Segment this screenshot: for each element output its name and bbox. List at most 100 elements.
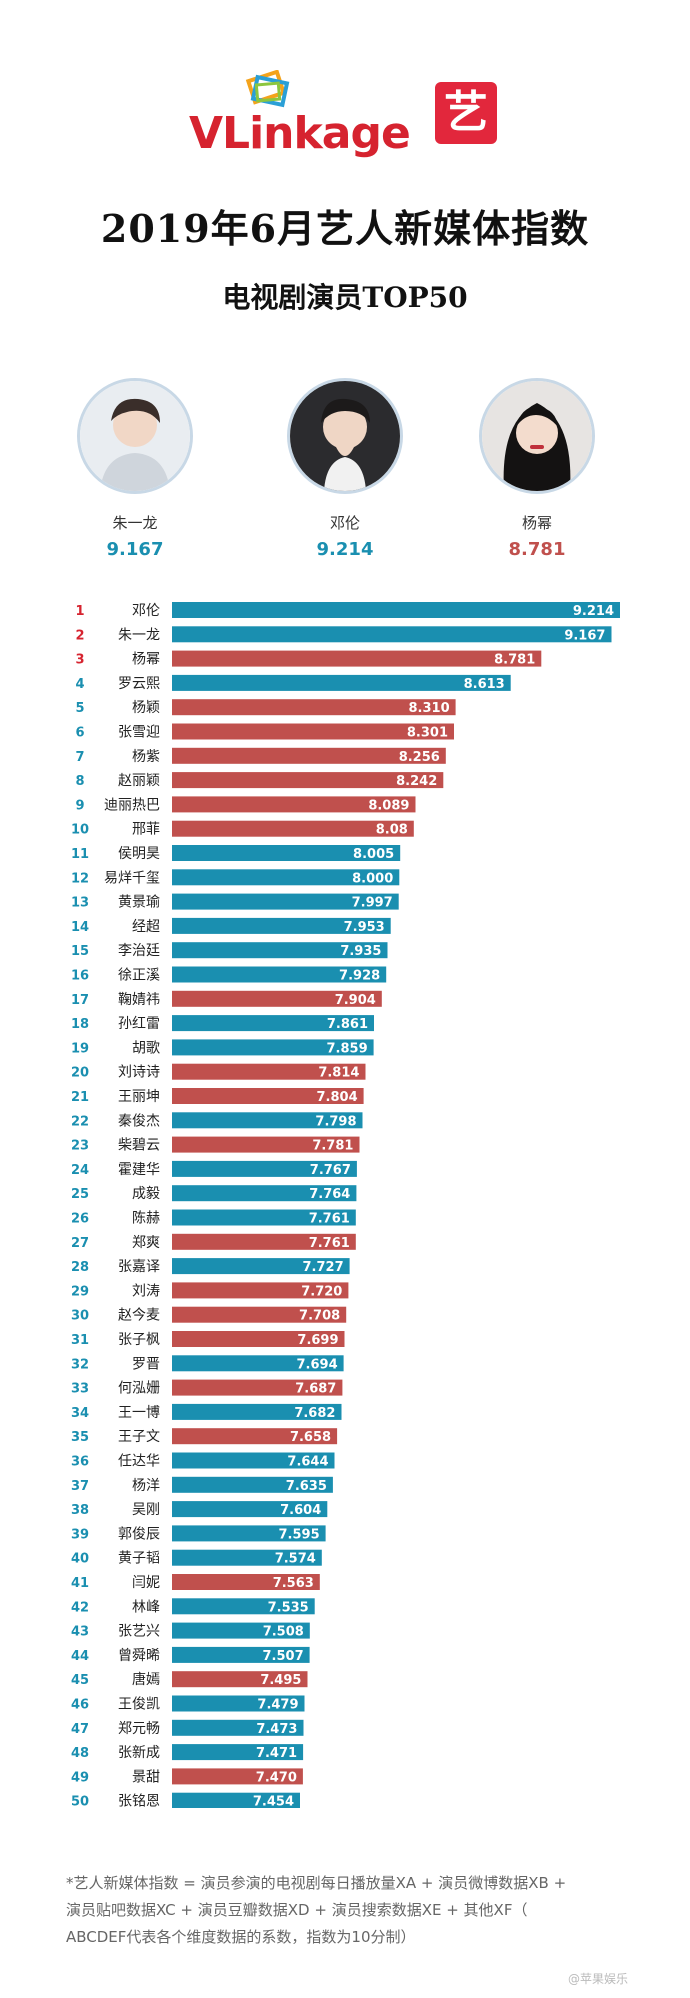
rank-label: 26 [71, 1212, 89, 1227]
value-label: 8.242 [396, 774, 437, 789]
rank-label: 34 [71, 1406, 89, 1421]
category-label: 唐嫣 [132, 1671, 160, 1688]
bar [172, 1355, 344, 1372]
value-label: 7.727 [303, 1260, 344, 1275]
bar [172, 1646, 310, 1663]
bar [172, 1428, 338, 1445]
podium-score: 9.214 [316, 539, 374, 560]
value-label: 7.471 [256, 1746, 297, 1761]
rank-label: 14 [71, 920, 89, 935]
category-label: 胡歌 [132, 1040, 160, 1056]
watermark: @苹果娱乐 [568, 1972, 629, 1986]
value-label: 7.761 [309, 1212, 350, 1227]
rank-label: 13 [71, 896, 89, 911]
category-label: 杨颖 [132, 700, 160, 716]
category-label: 赵今麦 [118, 1308, 160, 1324]
bar [172, 1719, 304, 1736]
bar [172, 1525, 326, 1542]
category-label: 经超 [132, 919, 160, 935]
value-label: 7.635 [286, 1479, 327, 1494]
value-label: 7.454 [253, 1795, 294, 1808]
value-label: 7.694 [297, 1357, 338, 1372]
rank-label: 4 [75, 677, 84, 692]
bar [172, 1039, 374, 1056]
portrait-icon [80, 381, 190, 491]
rank-label: 15 [71, 944, 89, 959]
bar [172, 1258, 350, 1275]
rank-label: 47 [71, 1722, 89, 1737]
rank-label: 18 [71, 1017, 89, 1032]
bar [172, 845, 401, 861]
footnote-line: *艺人新媒体指数 = 演员参演的电视剧每日播放量XA + 演员微博数据XB + [66, 1874, 567, 1892]
value-label: 7.814 [318, 1066, 359, 1081]
category-label: 朱一龙 [118, 627, 160, 643]
bar [172, 1233, 356, 1250]
rank-label: 5 [75, 701, 84, 716]
avatar [287, 378, 403, 494]
category-label: 柴碧云 [118, 1138, 160, 1154]
category-label: 杨幂 [132, 652, 160, 668]
portrait-icon [482, 381, 592, 491]
bar [172, 1403, 342, 1420]
bar [172, 674, 511, 691]
portrait-icon [290, 381, 400, 491]
rank-label: 24 [71, 1163, 89, 1178]
value-label: 9.167 [564, 628, 605, 643]
value-label: 7.997 [352, 896, 393, 911]
category-label: 张新成 [118, 1745, 160, 1761]
category-label: 黄景瑜 [118, 894, 160, 911]
category-label: 张子枫 [118, 1332, 160, 1348]
bar [172, 1015, 374, 1032]
value-label: 8.613 [464, 677, 505, 692]
podium-first: 邓伦 9.214 [270, 378, 420, 560]
value-label: 7.798 [315, 1114, 356, 1129]
bar [172, 1209, 356, 1226]
category-label: 刘诗诗 [118, 1065, 160, 1081]
value-label: 7.767 [310, 1163, 351, 1178]
value-label: 7.953 [344, 920, 385, 935]
bar [172, 1768, 303, 1785]
rank-label: 44 [71, 1649, 89, 1664]
rank-label: 8 [75, 774, 84, 789]
value-label: 7.935 [340, 944, 381, 959]
bar [172, 699, 456, 716]
category-label: 何泓姗 [118, 1381, 160, 1397]
bar [172, 796, 416, 813]
bar [172, 1282, 349, 1299]
avatar [77, 378, 193, 494]
podium-score: 9.167 [106, 539, 164, 560]
bar [172, 1063, 366, 1080]
rank-label: 31 [71, 1333, 89, 1348]
value-label: 7.604 [280, 1503, 321, 1518]
category-label: 罗云熙 [118, 676, 160, 692]
bar [172, 602, 620, 618]
rank-label: 9 [75, 798, 84, 813]
bar [172, 1476, 333, 1493]
rank-label: 43 [71, 1625, 89, 1640]
value-label: 7.479 [257, 1698, 298, 1713]
rank-label: 49 [71, 1770, 89, 1785]
bar [172, 942, 388, 959]
bar [172, 820, 414, 837]
category-label: 郑爽 [132, 1235, 160, 1251]
category-label: 徐正溪 [118, 968, 160, 984]
bar [172, 747, 446, 764]
rank-label: 19 [71, 1041, 89, 1056]
category-label: 王俊凯 [118, 1697, 160, 1713]
rank-label: 2 [75, 628, 84, 643]
footnote-line: ABCDEF代表各个维度数据的系数，指数为10分制） [66, 1928, 416, 1946]
value-label: 7.658 [290, 1430, 331, 1445]
category-label: 王一博 [118, 1404, 160, 1421]
category-label: 孙红雷 [118, 1016, 160, 1032]
rank-label: 40 [71, 1552, 89, 1567]
podium-name: 朱一龙 [112, 514, 158, 532]
value-label: 7.708 [299, 1309, 340, 1324]
category-label: 王子文 [118, 1429, 160, 1445]
rank-label: 46 [71, 1698, 89, 1713]
category-label: 邓伦 [132, 603, 160, 619]
avatar [479, 378, 595, 494]
rank-label: 35 [71, 1430, 89, 1445]
rank-label: 21 [71, 1090, 89, 1105]
header: VLinkage 艺 2019年6月艺人新媒体指数 电视剧演员TOP50 [0, 0, 690, 350]
category-label: 成毅 [132, 1185, 160, 1202]
